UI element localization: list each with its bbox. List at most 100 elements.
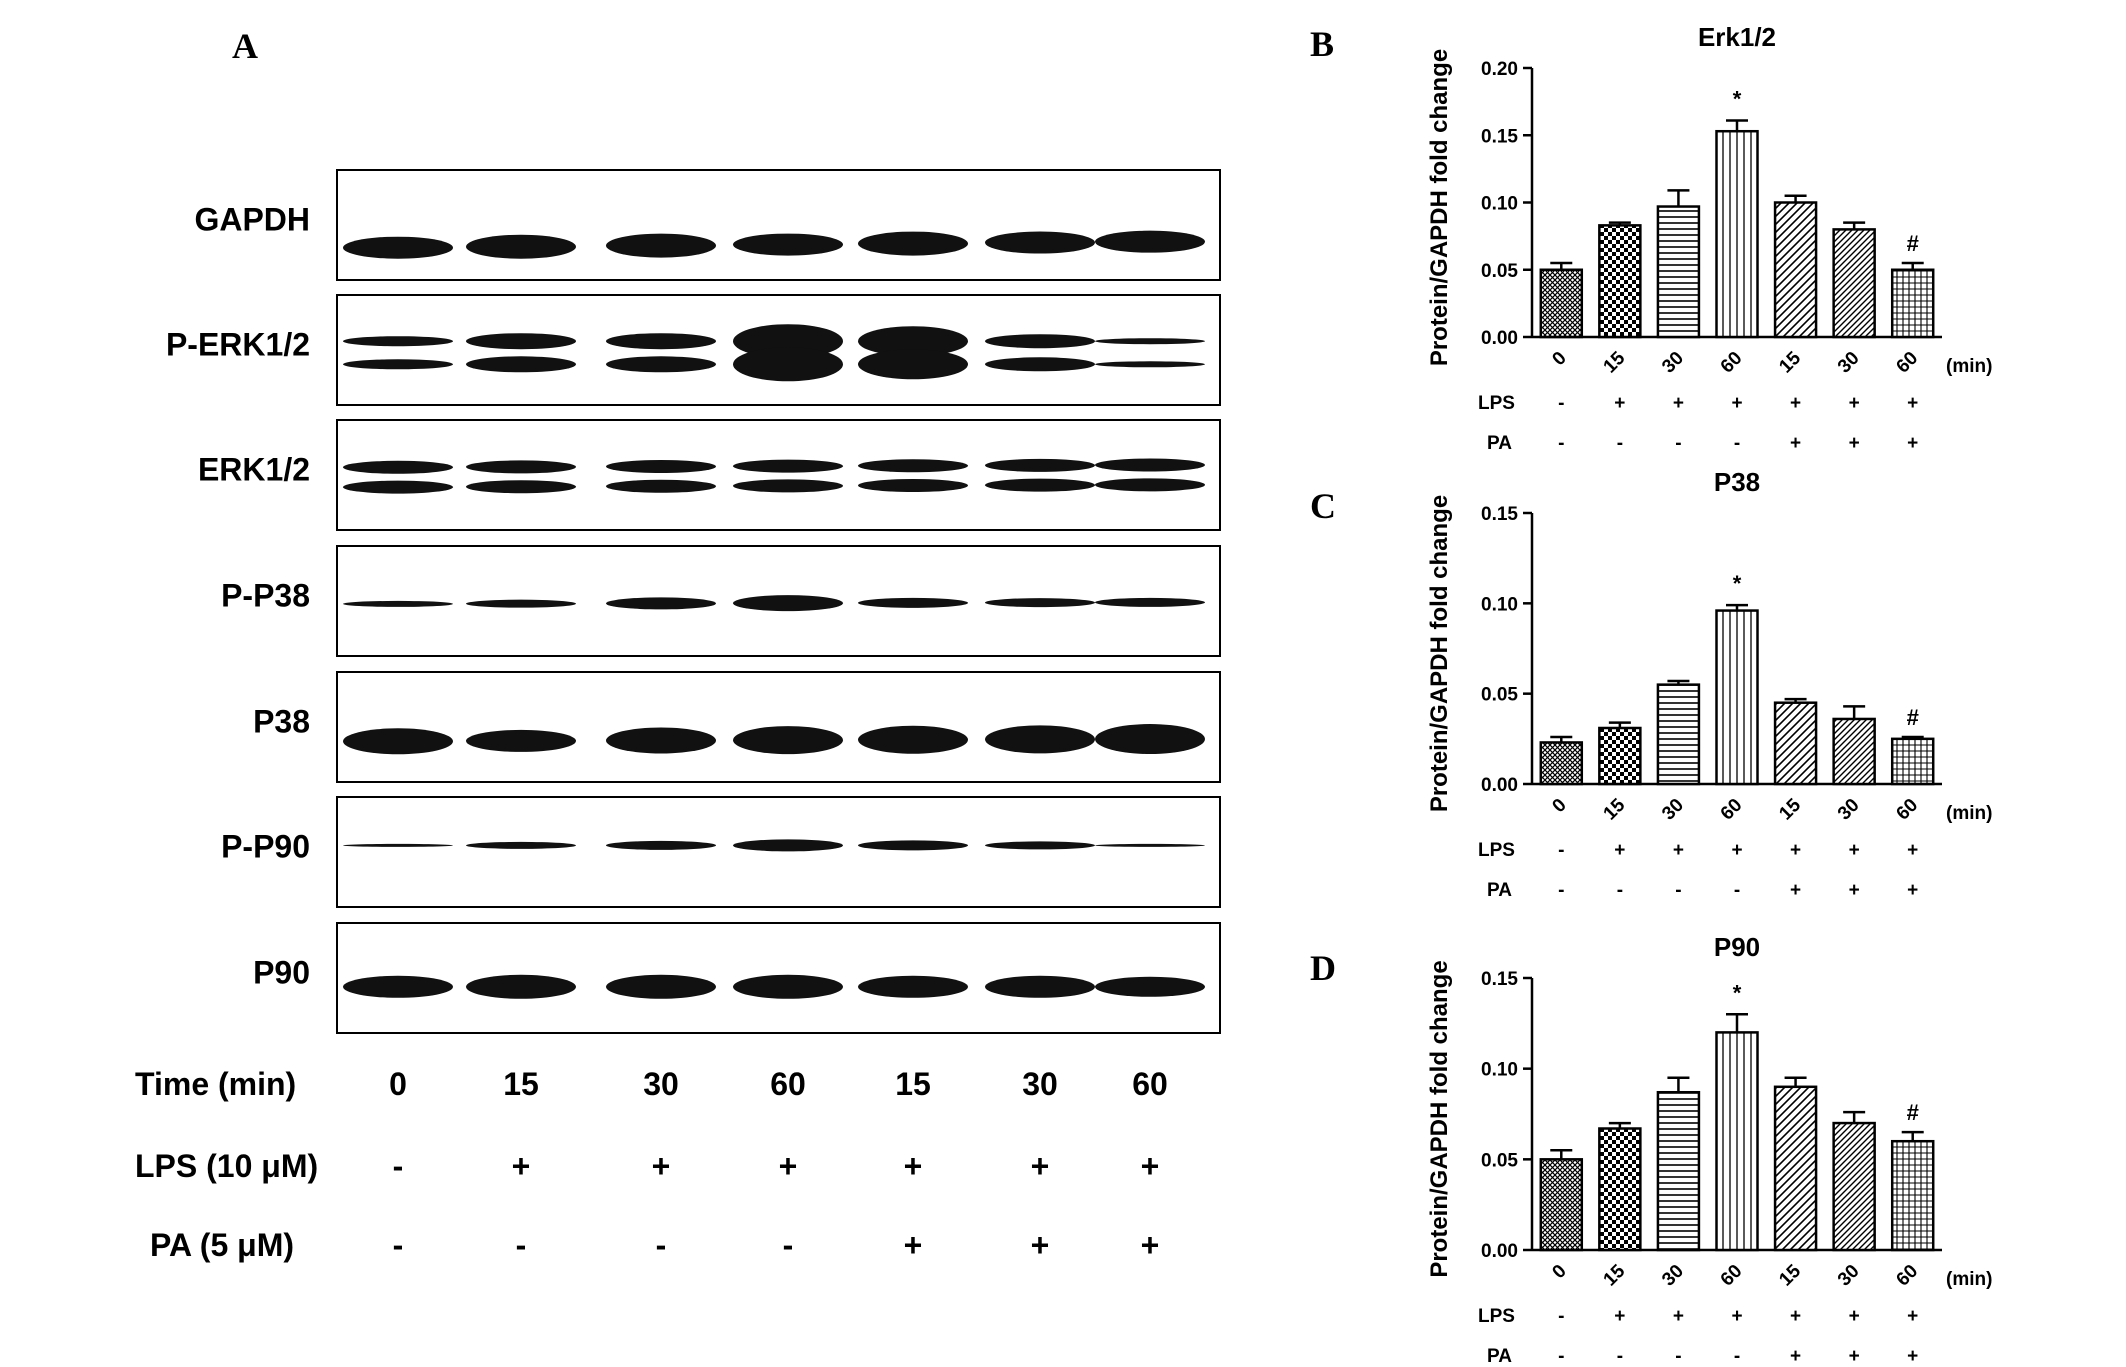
lps-mark: + (1673, 1306, 1684, 1327)
y-tick-label: 0.15 (1481, 126, 1518, 147)
x-tick-label: 15 (1775, 347, 1805, 377)
time-lane-7: 60 (1132, 1066, 1168, 1102)
blot-band (733, 459, 843, 473)
blot-band (733, 347, 843, 382)
blot-band (1095, 724, 1205, 755)
lps-mark: + (1907, 393, 1918, 414)
pa-mark: + (1849, 880, 1860, 901)
y-tick-label: 0.05 (1481, 1150, 1518, 1171)
blot-band (466, 599, 576, 608)
pa-lane-2: - (516, 1227, 527, 1263)
significance-mark: # (1907, 705, 1919, 730)
x-tick-label: 30 (1834, 795, 1864, 825)
bar (1890, 268, 1935, 339)
lps-row-label: LPS (1478, 393, 1515, 414)
lps-mark: + (1731, 1306, 1742, 1327)
time-lane-3: 30 (643, 1066, 679, 1102)
lps-mark: + (1907, 1306, 1918, 1327)
bar (1773, 201, 1818, 339)
bar (1656, 683, 1701, 786)
blot-band (858, 840, 968, 851)
lps-lane-2: + (512, 1148, 531, 1184)
pa-mark: - (1617, 880, 1623, 901)
panel-letter-a: A (232, 26, 258, 66)
x-unit-label: (min) (1946, 356, 1992, 377)
blot-band (606, 597, 716, 610)
bar (1773, 1085, 1818, 1252)
lps-mark: + (1907, 840, 1918, 861)
time-lane-1: 0 (389, 1066, 407, 1102)
blot-band (1095, 597, 1205, 607)
pa-row-label: PA (1487, 880, 1512, 901)
blot-band (606, 840, 716, 850)
chart-p90: P90 Protein/GAPDH fold change 0.00 0.05 0.10… (1426, 932, 1992, 1367)
y-tick-label: 0.10 (1481, 1060, 1518, 1081)
blot-band (606, 356, 716, 373)
blot-band (985, 841, 1095, 850)
blot-band (466, 974, 576, 999)
blot-band (858, 326, 968, 357)
pa-row-label: PA (1487, 1346, 1512, 1367)
pa-mark: + (1849, 433, 1860, 454)
blot-p-erk1-2: P-ERK1/2 (166, 294, 1221, 406)
blot-band (606, 233, 716, 258)
bar (1598, 1127, 1642, 1252)
x-tick-label: 60 (1717, 795, 1747, 825)
pa-mark: - (1617, 1346, 1623, 1367)
panel-letter-c: C (1310, 486, 1336, 526)
lps-lane-1: - (393, 1148, 404, 1184)
y-tick-label: 0.05 (1481, 261, 1518, 282)
bar (1715, 609, 1759, 786)
bar (1715, 1031, 1759, 1252)
x-tick-label: 30 (1834, 348, 1864, 378)
blot-p-p38: P-P38 (221, 545, 1221, 657)
lps-mark: - (1558, 393, 1564, 414)
lps-mark: + (1849, 1306, 1860, 1327)
blot-band (1095, 338, 1205, 345)
x-tick-label: 15 (1600, 1260, 1630, 1290)
bar (1773, 701, 1818, 786)
blot-erk1-2: ERK1/2 (198, 419, 1221, 531)
bar-charts: Erk1/2 Protein/GAPDH fold change 0.00 0.05 0… (1426, 22, 1992, 1367)
significance-mark: # (1907, 1100, 1919, 1125)
x-tick-label: 60 (1717, 1261, 1747, 1291)
lps-mark: + (1614, 840, 1625, 861)
lps-mark: + (1731, 840, 1742, 861)
lps-mark: + (1614, 1306, 1625, 1327)
blot-band (1095, 478, 1205, 492)
lps-mark: + (1790, 393, 1801, 414)
lps-lane-5: + (904, 1148, 923, 1184)
bar (1656, 205, 1701, 339)
pa-mark: - (1558, 880, 1564, 901)
lps-lane-7: + (1141, 1148, 1160, 1184)
x-tick-label: 15 (1600, 347, 1630, 377)
x-unit-label: (min) (1946, 803, 1992, 824)
pa-lane-1: - (393, 1227, 404, 1263)
bar (1890, 1139, 1935, 1252)
lps-lane-4: + (779, 1148, 798, 1184)
bar (1539, 1158, 1584, 1252)
blot-band (466, 480, 576, 494)
lps-row-label: LPS (1478, 1306, 1515, 1327)
pa-mark: - (1675, 880, 1681, 901)
pa-lane-6: + (1031, 1227, 1050, 1263)
blot-band (1095, 458, 1205, 472)
pa-row-label: PA (5 μM) (150, 1227, 294, 1263)
bar (1539, 741, 1584, 786)
blot-band (733, 479, 843, 493)
significance-mark: * (1733, 86, 1742, 111)
blot-strip (336, 169, 1221, 281)
time-row: Time (min) 0 15 30 60 15 30 60 (135, 1066, 1168, 1102)
x-tick-label: 60 (1892, 1261, 1922, 1291)
blot-strip (336, 796, 1221, 908)
blot-band (985, 231, 1095, 254)
lps-mark: + (1673, 393, 1684, 414)
pa-lane-5: + (904, 1227, 923, 1263)
lps-mark: - (1558, 1306, 1564, 1327)
x-tick-label: 15 (1600, 794, 1630, 824)
blot-band (858, 597, 968, 608)
blot-band (1095, 843, 1205, 847)
blot-p38: P38 (253, 671, 1221, 783)
blot-band (858, 231, 968, 256)
western-blot-panel: GAPDH P-ERK1/2 ERK1/2 P-P38 P38 P-P90 P90 (166, 169, 1221, 1034)
